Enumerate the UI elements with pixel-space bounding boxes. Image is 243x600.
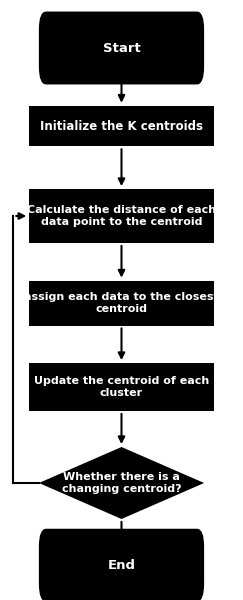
- Text: Start: Start: [103, 41, 140, 55]
- Text: Initialize the K centroids: Initialize the K centroids: [40, 119, 203, 133]
- FancyBboxPatch shape: [39, 11, 204, 85]
- Text: Update the centroid of each
cluster: Update the centroid of each cluster: [34, 376, 209, 398]
- FancyBboxPatch shape: [29, 280, 214, 325]
- FancyBboxPatch shape: [29, 106, 214, 146]
- Text: Whether there is a
changing centroid?: Whether there is a changing centroid?: [62, 472, 181, 494]
- Polygon shape: [39, 447, 204, 519]
- FancyBboxPatch shape: [29, 189, 214, 243]
- FancyBboxPatch shape: [29, 363, 214, 411]
- Text: End: End: [107, 559, 136, 572]
- Text: assign each data to the closest
centroid: assign each data to the closest centroid: [24, 292, 219, 314]
- FancyBboxPatch shape: [39, 529, 204, 600]
- Text: Calculate the distance of each
data point to the centroid: Calculate the distance of each data poin…: [27, 205, 216, 227]
